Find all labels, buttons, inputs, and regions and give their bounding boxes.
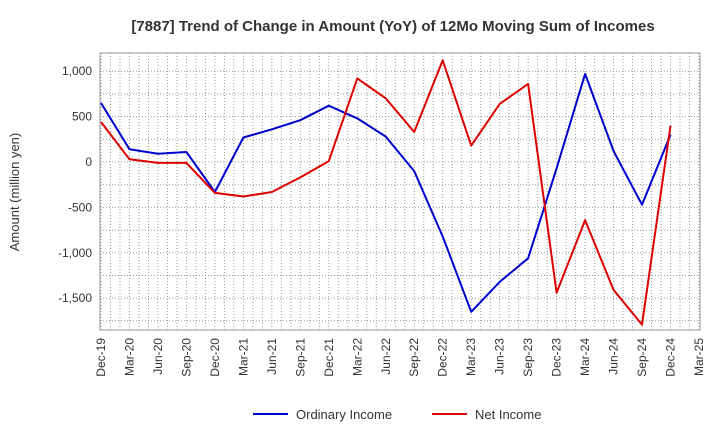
x-tick-label: Sep-21 (293, 338, 307, 377)
x-tick-label: Mar-20 (122, 338, 136, 376)
x-tick-label: Dec-20 (208, 338, 222, 377)
x-tick-label: Dec-22 (436, 338, 450, 377)
y-tick-label: -1,000 (58, 246, 92, 260)
x-tick-label: Jun-23 (493, 338, 507, 375)
y-tick-label: 500 (72, 110, 92, 124)
x-tick-label: Mar-23 (464, 338, 478, 376)
series-layer (100, 59, 672, 326)
plot-frame (99, 52, 701, 331)
x-tick-label: Dec-24 (664, 338, 678, 377)
chart-title: [7887] Trend of Change in Amount (YoY) o… (131, 18, 654, 35)
y-axis-title: Amount (million yen) (7, 133, 22, 252)
x-tick-label: Jun-20 (151, 338, 165, 375)
y-tick-label: 0 (85, 155, 92, 169)
x-tick-label: Mar-21 (236, 338, 250, 376)
x-tick-label: Sep-24 (635, 338, 649, 377)
x-tick-label: Jun-24 (607, 338, 621, 375)
x-tick-label: Jun-22 (379, 338, 393, 375)
x-tick-label: Mar-24 (578, 338, 592, 376)
y-axis-ticks: 1,000 500 0 -500 -1,000 -1,500 (58, 64, 92, 305)
x-tick-label: Mar-25 (692, 338, 706, 376)
legend-label: Ordinary Income (296, 407, 392, 422)
y-tick-label: 1,000 (62, 64, 92, 78)
x-tick-label: Sep-23 (521, 338, 535, 377)
x-tick-label: Mar-22 (350, 338, 364, 376)
x-tick-label: Sep-22 (407, 338, 421, 377)
x-tick-label: Jun-21 (265, 338, 279, 375)
x-tick-label: Sep-20 (179, 338, 193, 377)
series-line (100, 72, 672, 313)
y-tick-label: -500 (68, 200, 92, 214)
legend-label: Net Income (475, 407, 541, 422)
y-tick-label: -1,500 (58, 291, 92, 305)
grid (100, 53, 700, 330)
x-axis-ticks: Dec-19 Mar-20 Jun-20 Sep-20 Dec-20 Mar-21 Jun-… (94, 338, 706, 377)
x-tick-label: Dec-19 (94, 338, 108, 377)
x-tick-label: Dec-21 (322, 338, 336, 377)
series-line (100, 59, 672, 326)
x-tick-label: Dec-23 (550, 338, 564, 377)
legend: Ordinary Income Net Income (253, 407, 541, 422)
